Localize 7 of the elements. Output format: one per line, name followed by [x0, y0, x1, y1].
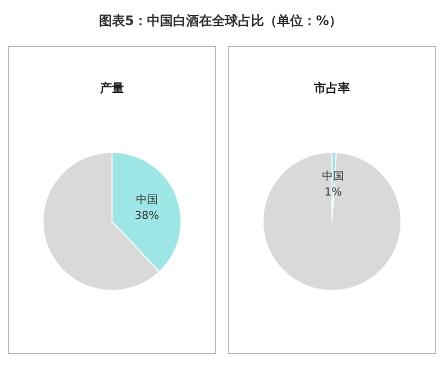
data-label: 1% [324, 185, 342, 198]
slice-label: 中国 [322, 169, 344, 182]
data-label: 38% [134, 209, 160, 222]
chart-subtitle: 市占率 [313, 81, 350, 95]
text: 图表5：中国白酒在全球占比（单位：%） [98, 13, 344, 30]
slice-label: 中国 [136, 193, 158, 206]
chart-subtitle: 产量 [99, 81, 124, 95]
